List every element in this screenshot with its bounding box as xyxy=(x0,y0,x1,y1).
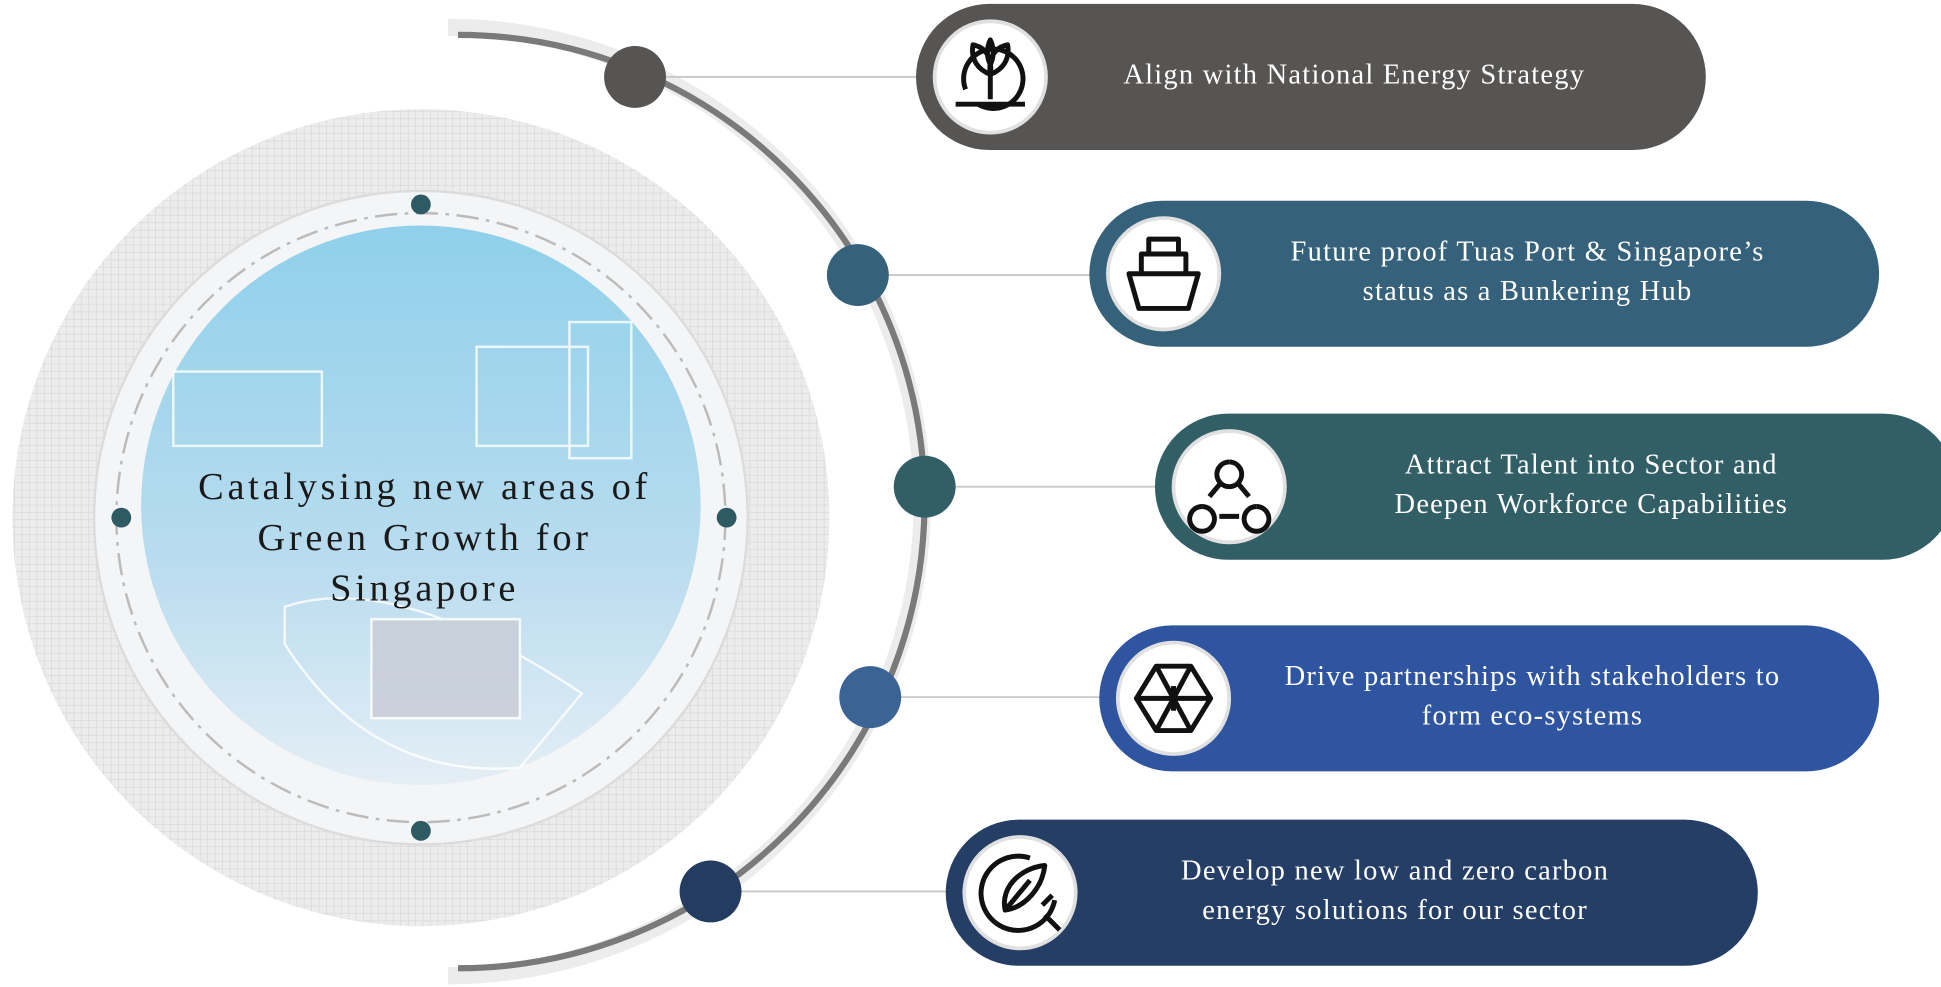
item-text: energy solutions for our sector xyxy=(1202,895,1588,926)
item-text: form eco-systems xyxy=(1422,701,1643,732)
ring-dot xyxy=(411,195,431,215)
item-text: Deepen Workforce Capabilities xyxy=(1395,489,1789,520)
timeline-dot xyxy=(680,861,742,923)
timeline-dot xyxy=(839,666,901,728)
page: Catalysing new areas of Green Growth for S… xyxy=(0,0,1941,987)
timeline-dot xyxy=(894,456,956,518)
item-text: Future proof Tuas Port & Singapore’s xyxy=(1291,237,1765,268)
timeline-dot xyxy=(827,244,889,306)
ring-dot xyxy=(111,508,131,528)
center-title-line: Catalysing new areas of xyxy=(198,466,651,508)
center-title-line: Green Growth for xyxy=(257,517,591,559)
item-text: Align with National Energy Strategy xyxy=(1123,59,1585,90)
ring-dot xyxy=(717,508,737,528)
item-text: Develop new low and zero carbon xyxy=(1181,855,1609,886)
timeline-dot xyxy=(604,46,666,108)
item-text: status as a Bunkering Hub xyxy=(1363,276,1693,307)
diagram: Catalysing new areas of Green Growth for S… xyxy=(0,0,1941,987)
center-title-line: Singapore xyxy=(330,568,519,610)
ring-dot xyxy=(411,821,431,841)
item-text: Attract Talent into Sector and xyxy=(1405,449,1778,480)
item-text: Drive partnerships with stakeholders to xyxy=(1285,661,1781,692)
